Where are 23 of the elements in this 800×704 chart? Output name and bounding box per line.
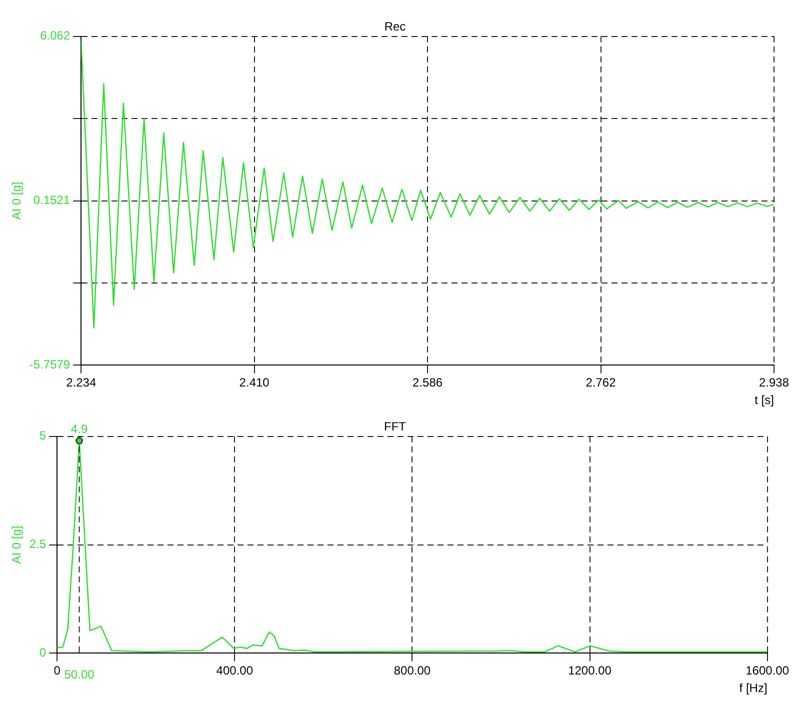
annotation: 4.9 — [70, 422, 88, 436]
x-tick-label: 2.762 — [586, 376, 616, 390]
y-tick-label: 2.5 — [29, 537, 46, 552]
x-tick-label: 2.586 — [412, 376, 443, 390]
x-tick-label: 1200.00 — [568, 664, 612, 678]
chart-title: Rec — [384, 20, 406, 34]
x-tick-label: 2.938 — [758, 376, 790, 390]
y-tick-label: 0.1521 — [33, 193, 70, 208]
y-axis-title: AI 0 [g] — [10, 526, 24, 564]
y-axis-title: AI 0 [g] — [10, 182, 24, 220]
x-axis-title: f [Hz] — [739, 681, 768, 696]
y-tick-label: 0 — [39, 646, 46, 660]
y-tick-label: -5.7579 — [29, 358, 70, 372]
x-tick-label: 2.234 — [66, 376, 96, 390]
x-tick-label: 400.00 — [216, 664, 254, 678]
x-tick-label: 800.00 — [394, 664, 431, 678]
x-tick-label: 1600.00 — [746, 664, 790, 678]
y-tick-label: 6.062 — [40, 28, 70, 43]
chart-title: FFT — [384, 420, 407, 434]
ref-line-label: 50.00 — [64, 668, 95, 682]
y-tick-label: 5 — [39, 428, 46, 443]
x-axis-title: t [s] — [754, 393, 774, 408]
x-tick-label: 2.410 — [239, 376, 270, 390]
